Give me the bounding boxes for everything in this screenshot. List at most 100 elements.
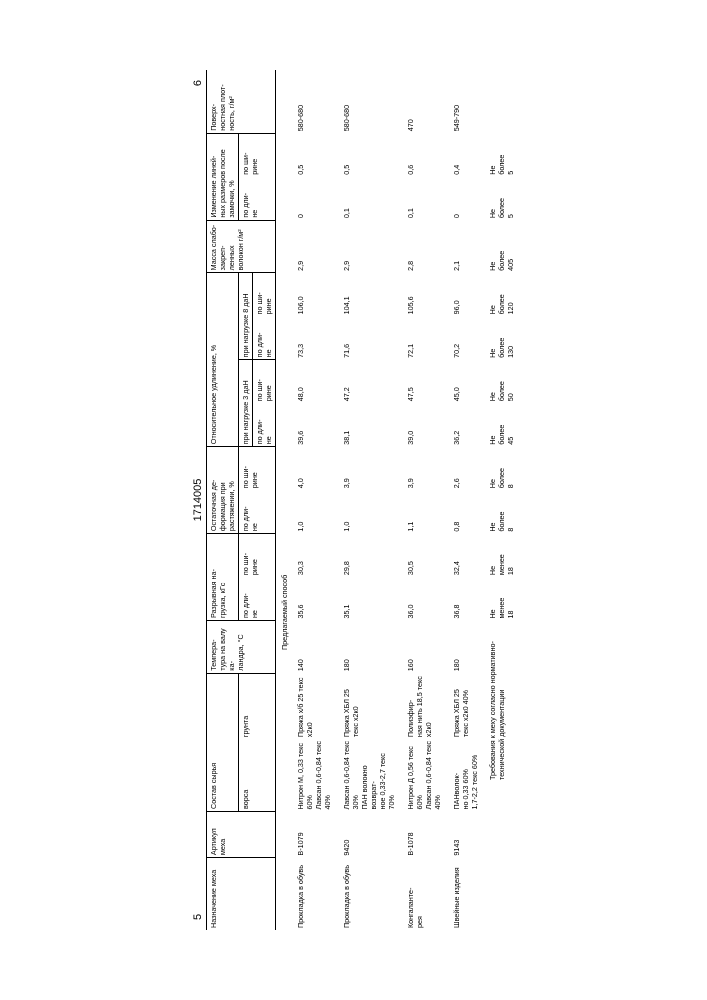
doc-number: 1714005 <box>192 86 204 914</box>
cell: 71,6 <box>337 316 401 359</box>
cell: 2,6 <box>447 447 484 490</box>
req-cell: Не более 130 <box>484 316 520 359</box>
req-cell: Не более 45 <box>484 403 520 446</box>
cell: 1,1 <box>401 490 447 533</box>
table-row: Прокладка в обувь9420Лавсан 0,6-0,84 тек… <box>337 70 401 930</box>
cell: 70,2 <box>447 316 484 359</box>
cell: ПАНволок- но 0,33 60% 1,7-2,2 текс 60% <box>447 739 484 811</box>
h-b-len: по дли- не <box>239 577 276 620</box>
cell: 3,9 <box>401 447 447 490</box>
cell: 9420 <box>337 812 401 858</box>
cell: 180 <box>337 621 401 674</box>
h-break: Разрывная на- грузка, кГс <box>207 534 239 621</box>
cell: 36,8 <box>447 577 484 620</box>
h-dim: Изменение линей- ных размеров после замо… <box>207 133 239 220</box>
cell: 580-680 <box>337 70 401 133</box>
h-comp: Состав сырья <box>207 673 239 811</box>
req-label: Требования к меху согласно нормативно-те… <box>484 621 520 930</box>
cell: 39,0 <box>401 403 447 446</box>
cell: Прокладка в обувь <box>291 858 337 930</box>
cell: 2,8 <box>401 220 447 273</box>
cell: 3,9 <box>337 447 401 490</box>
cell: 0,1 <box>401 177 447 220</box>
h-relel: Относительное удлинение, % <box>207 273 239 447</box>
page-num-left: 5 <box>192 914 204 920</box>
cell: 580-680 <box>291 70 337 133</box>
h-load3: при нагрузке 3 даН <box>239 360 253 447</box>
cell: 36,0 <box>401 577 447 620</box>
cell: 0,8 <box>447 490 484 533</box>
cell: 48,0 <box>291 360 337 403</box>
cell: 0 <box>447 177 484 220</box>
cell: 39,6 <box>291 403 337 446</box>
req-cell: Не более 8 <box>484 490 520 533</box>
cell: 1,0 <box>337 490 401 533</box>
h-d-len: по дли- не <box>239 177 276 220</box>
cell: В-1079 <box>291 812 337 858</box>
cell: 0,5 <box>337 133 401 176</box>
h-mass: Масса слабо- закреп- ленных волокон г/м² <box>207 220 276 273</box>
h-article: Артикул меха <box>207 812 276 858</box>
table-row: Конгаланте- реяВ-1078Нитрон Д 0,56 текс … <box>401 70 447 930</box>
cell: 0,1 <box>337 177 401 220</box>
cell: 35,1 <box>337 577 401 620</box>
h-e8-len: по дли- не <box>253 316 276 359</box>
h-e8-wid: по ши- рине <box>253 273 276 317</box>
cell: 96,0 <box>447 273 484 317</box>
h-resdef: Остаточная де- формация при растяжении, … <box>207 447 239 534</box>
cell: 30,3 <box>291 534 337 577</box>
cell: Нитрон Д 0,56 текс 60% Лавсан 0,6-0,84 т… <box>401 739 447 811</box>
h-load8: при нагрузке 8 даН <box>239 273 253 360</box>
req-cell: Не менее 18 <box>484 534 520 577</box>
cell: 73,3 <box>291 316 337 359</box>
cell: 32,4 <box>447 534 484 577</box>
cell: 45,0 <box>447 360 484 403</box>
h-surf: Поверх- ностная плот- ность, г/м² <box>207 70 276 133</box>
req-cell: Не более 50 <box>484 360 520 403</box>
table-row: Прокладка в обувьВ-1079Нитрон М, 0,33 те… <box>291 70 337 930</box>
cell: 0 <box>291 177 337 220</box>
cell: 47,5 <box>401 360 447 403</box>
cell: 549-790 <box>447 70 484 133</box>
cell: 0,5 <box>291 133 337 176</box>
h-e3-wid: по ши- рине <box>253 360 276 403</box>
data-table: Назначение меха Артикул меха Состав сырь… <box>206 70 520 930</box>
cell: Лавсан 0,6-0,84 текс 30% ПАН волокно воз… <box>337 739 401 811</box>
h-grunt: грунта <box>239 673 276 739</box>
req-cell: Не более 5 <box>484 177 520 220</box>
cell: 140 <box>291 621 337 674</box>
cell: Пряжа ХБЛ 25 текс х2к0 40% <box>447 673 484 739</box>
cell: 2,9 <box>337 220 401 273</box>
cell: 104,1 <box>337 273 401 317</box>
h-rd-len: по дли- не <box>239 490 276 533</box>
h-b-wid: по ши- рине <box>239 534 276 577</box>
cell: 30,5 <box>401 534 447 577</box>
cell: Конгаланте- рея <box>401 858 447 930</box>
cell: 2,1 <box>447 220 484 273</box>
table-row: Швейные изделия9143ПАНволок- но 0,33 60%… <box>447 70 484 930</box>
h-d-wid: по ши- рине <box>239 133 276 176</box>
cell: 72,1 <box>401 316 447 359</box>
cell: 470 <box>401 70 447 133</box>
cell: 160 <box>401 621 447 674</box>
cell: Пряжа ХБЛ 25 текс х2к0 <box>337 673 401 739</box>
req-cell: Не более 120 <box>484 273 520 317</box>
cell: 105,6 <box>401 273 447 317</box>
cell: Пряжа х/б 25 текс х2к0 <box>291 673 337 739</box>
cell: 1,0 <box>291 490 337 533</box>
cell: 0,6 <box>401 133 447 176</box>
method-label: Предлагаемый способ <box>276 70 292 930</box>
h-name: Назначение меха <box>207 858 276 930</box>
cell: Прокладка в обувь <box>337 858 401 930</box>
cell: 180 <box>447 621 484 674</box>
cell: 47,2 <box>337 360 401 403</box>
req-cell: Не более 405 <box>484 220 520 273</box>
req-cell: Не более 8 <box>484 447 520 490</box>
cell: В-1078 <box>401 812 447 858</box>
cell: Швейные изделия <box>447 858 484 930</box>
page-num-right: 6 <box>192 80 204 86</box>
cell: 9143 <box>447 812 484 858</box>
h-e3-len: по дли- не <box>253 403 276 446</box>
req-cell: Не более 5 <box>484 133 520 176</box>
h-vors: ворса <box>239 739 276 811</box>
